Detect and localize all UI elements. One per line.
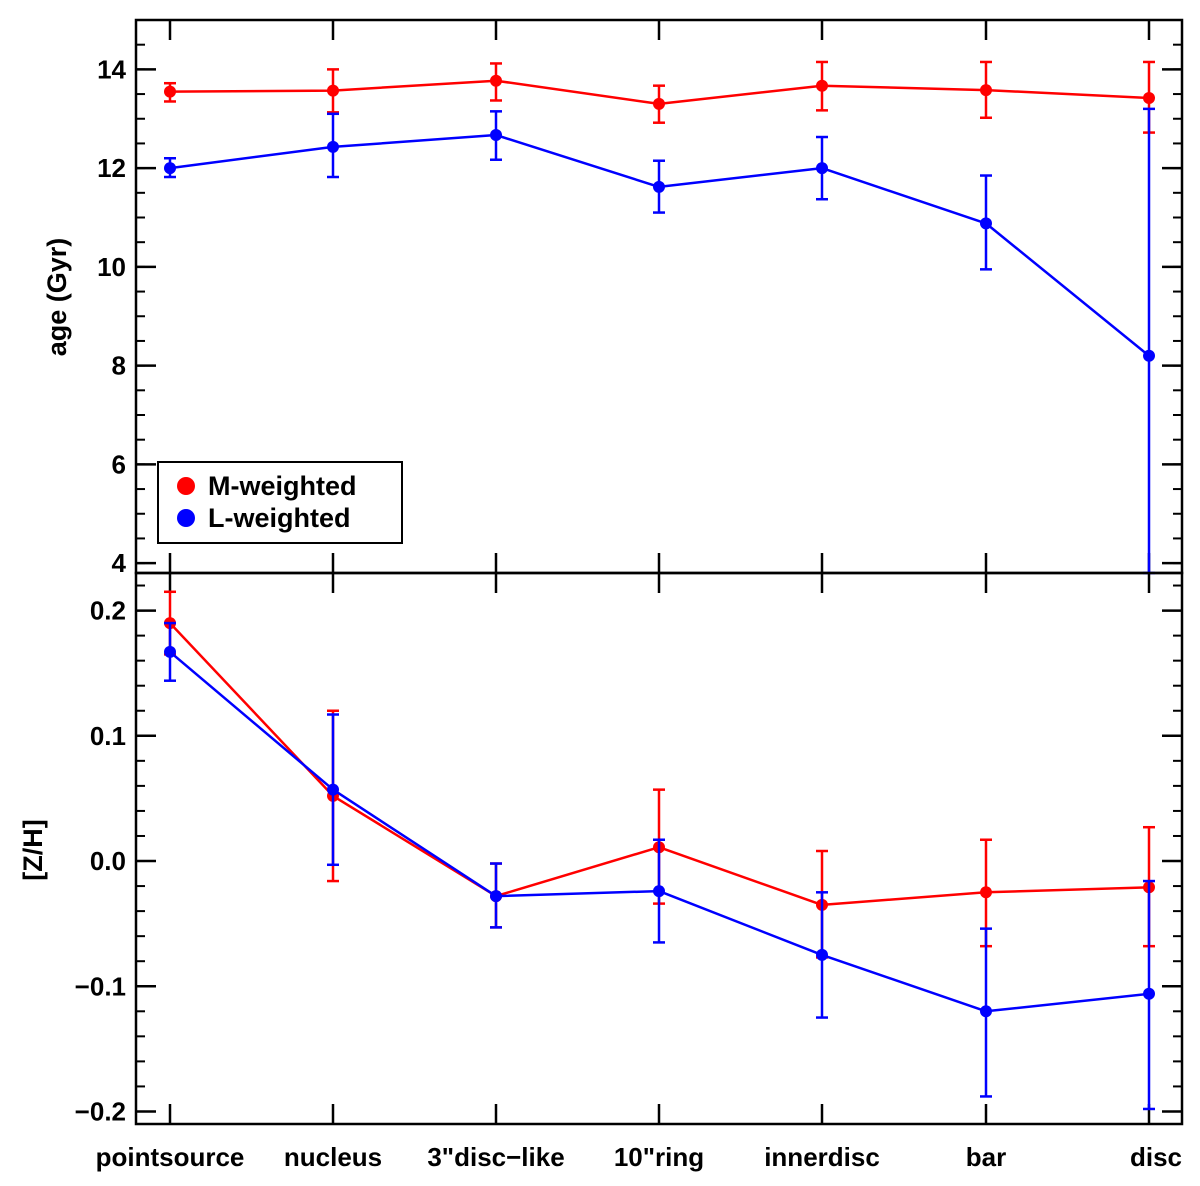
legend-l-weighted-label: L-weighted xyxy=(208,503,351,533)
age-point-m-weighted xyxy=(327,84,339,97)
age-y-tick-label: 8 xyxy=(112,351,126,381)
x-tick-label: 3"disc−like xyxy=(427,1142,564,1172)
x-tick-label: innerdisc xyxy=(764,1142,880,1172)
metallicity-y-tick-label: −0.2 xyxy=(75,1096,126,1126)
age-y-tick-label: 6 xyxy=(112,449,126,479)
age-point-m-weighted xyxy=(816,79,828,92)
age-series-m-weighted xyxy=(164,60,1155,134)
age-y-tick-label: 10 xyxy=(97,252,126,282)
x-tick-label: pointsource xyxy=(96,1142,245,1172)
age-point-l-weighted xyxy=(164,162,176,175)
legend-m-weighted-label: M-weighted xyxy=(208,471,357,501)
legend-l-weighted-marker xyxy=(177,509,195,527)
metallicity-series-l-weighted xyxy=(164,621,1155,1111)
age-y-tick-label: 12 xyxy=(97,153,126,183)
age-y-tick-label: 14 xyxy=(97,54,126,84)
age-series xyxy=(164,60,1155,575)
age-axis-ticks: 4 6 8 10 12 14 xyxy=(97,19,1182,578)
age-point-l-weighted xyxy=(1143,349,1155,362)
metallicity-point-l-weighted xyxy=(653,885,665,898)
metallicity-y-tick-label: −0.1 xyxy=(75,971,126,1001)
x-tick-label: disc xyxy=(1130,1142,1182,1172)
metallicity-axis-ticks: −0.2 −0.1 0.0 0.1 0.2 xyxy=(75,573,1182,1126)
age-y-tick-label: 4 xyxy=(112,548,127,578)
age-point-l-weighted xyxy=(980,217,992,230)
legend-m-weighted-marker xyxy=(177,477,195,495)
age-point-m-weighted xyxy=(1143,92,1155,104)
metallicity-point-l-weighted xyxy=(980,1005,992,1018)
age-point-m-weighted xyxy=(164,85,176,98)
metallicity-y-tick-label: 0.1 xyxy=(90,721,126,751)
metallicity-y-tick-label: 0.2 xyxy=(90,596,126,626)
age-y-axis-title: age (Gyr) xyxy=(42,238,72,357)
metallicity-y-tick-label: 0.0 xyxy=(90,846,126,876)
metallicity-point-l-weighted xyxy=(1143,987,1155,1000)
x-tick-label: bar xyxy=(966,1142,1006,1172)
age-point-l-weighted xyxy=(490,129,502,141)
metallicity-series xyxy=(164,590,1155,1111)
legend: M-weighted L-weighted xyxy=(157,461,403,544)
age-point-l-weighted xyxy=(327,140,339,153)
age-point-m-weighted xyxy=(980,84,992,97)
metallicity-panel: −0.2 −0.1 0.0 0.1 0.2 [Z/H] xyxy=(18,571,1184,1126)
metallicity-point-m-weighted xyxy=(980,886,992,899)
metallicity-point-l-weighted xyxy=(164,645,176,658)
legend-box xyxy=(157,461,403,544)
x-tick-label: nucleus xyxy=(284,1142,382,1172)
age-panel: 4 6 8 10 12 14 age (Gyr) M-weighted L-weighte… xyxy=(42,18,1184,578)
age-series-l-weighted xyxy=(164,107,1155,575)
x-tick-label: 10"ring xyxy=(614,1142,704,1172)
metallicity-point-l-weighted xyxy=(490,890,502,903)
age-point-l-weighted xyxy=(816,162,828,175)
metallicity-point-l-weighted xyxy=(816,948,828,961)
age-point-m-weighted xyxy=(653,97,665,110)
metallicity-point-l-weighted xyxy=(327,783,339,796)
x-axis-category-labels: pointsource nucleus 3"disc−like 10"ring inne… xyxy=(96,1142,1182,1172)
age-point-l-weighted xyxy=(653,180,665,193)
metallicity-y-axis-title: [Z/H] xyxy=(18,819,48,880)
age-point-m-weighted xyxy=(490,74,502,87)
